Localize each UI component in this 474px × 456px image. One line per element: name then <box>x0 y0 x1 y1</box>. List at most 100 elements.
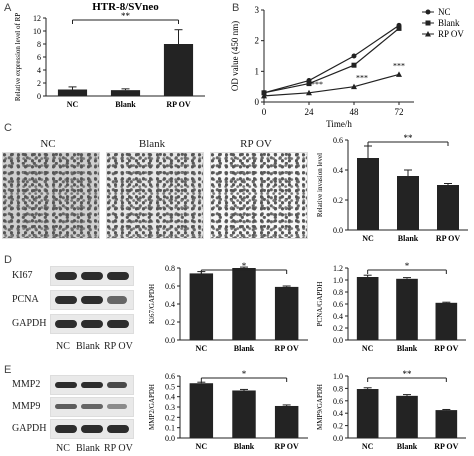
bar-rp-ov <box>163 44 194 96</box>
y-tick-label: 1.0 <box>333 372 343 381</box>
x-tick-label: RP OV <box>275 344 299 353</box>
significance-label: * <box>405 261 410 271</box>
y-tick-label: 0.8 <box>333 384 343 393</box>
lane-label: RP OV <box>104 341 133 352</box>
micrograph-label-blank: Blank <box>138 138 166 150</box>
bar-blank <box>397 176 419 230</box>
bar-blank <box>232 390 256 438</box>
band <box>55 425 77 433</box>
legend-label: RP OV <box>438 29 464 39</box>
data-point <box>261 90 267 96</box>
band <box>81 382 103 388</box>
micrograph-blank <box>106 152 204 239</box>
x-tick-label: 72 <box>395 107 404 117</box>
y-tick-label: 2 <box>37 79 41 88</box>
x-tick-label: Blank <box>234 344 255 353</box>
band <box>107 425 129 433</box>
y-tick-label: 0.6 <box>333 136 343 145</box>
bar-blank <box>110 90 141 96</box>
panel-letter-e: E <box>4 364 12 376</box>
blot-strip-gapdh-e <box>50 419 134 439</box>
y-tick-label: 10 <box>33 27 41 36</box>
data-point <box>351 83 357 90</box>
blot-strip-mmp9 <box>50 397 134 417</box>
blot-label-pcna: PCNA <box>12 294 39 305</box>
data-point <box>306 81 312 87</box>
blot-label-ki67: KI67 <box>12 270 33 281</box>
chart-d2: 0.0 0.2 0.4 0.6 0.8 1.0 1.2 NC Blank RP OV * PCNA/G… <box>316 261 466 353</box>
y-tick-label: 0.0 <box>165 336 175 345</box>
band <box>81 320 103 328</box>
blot-strip-ki67 <box>50 266 134 286</box>
bar-nc <box>356 389 379 438</box>
y-tick-label: 0.8 <box>165 264 175 273</box>
y-tick-label: 0.4 <box>165 393 175 402</box>
significance-label: *** <box>393 61 405 70</box>
y-tick-label: 0.4 <box>333 409 343 418</box>
x-tick-label: NC <box>196 344 208 353</box>
y-tick-label: 0.0 <box>165 434 175 443</box>
y-tick-label: 12 <box>33 14 41 23</box>
data-point <box>396 71 402 77</box>
band <box>81 404 103 409</box>
y-axis-label: Relative invasion level <box>316 153 324 217</box>
band <box>55 382 77 388</box>
y-tick-label: 0.0 <box>333 226 343 235</box>
y-tick-label: 0.6 <box>165 372 175 381</box>
series-line-rp-ov <box>263 73 400 97</box>
y-tick-label: 0.2 <box>333 324 343 333</box>
x-tick-label: 48 <box>350 107 360 117</box>
band <box>55 320 77 328</box>
band <box>107 404 127 409</box>
chart-c: 0.0 0.2 0.4 0.6 NC Blank RP OV ** Relative invas… <box>316 133 468 243</box>
chart-d1: 0.0 0.2 0.4 0.6 0.8 NC Blank RP OV * Ki67/GAPDH <box>148 261 308 353</box>
band <box>55 296 77 304</box>
y-tick-label: 0.0 <box>333 336 343 345</box>
legend-marker <box>425 9 431 15</box>
panel-letter-c: C <box>4 122 12 134</box>
chart-e2: 0.0 0.2 0.4 0.6 0.8 1.0 NC Blank RP OV ** MMP9/GAP… <box>316 369 466 451</box>
significance-label: ** <box>404 133 414 143</box>
chart-b: 0 1 2 3 0 24 48 72 Time/h OD value (450 nm) NCBlan… <box>230 5 464 129</box>
panel-letter-d: D <box>4 254 12 266</box>
significance-label: *** <box>356 74 368 83</box>
blot-label-mmp2: MMP2 <box>12 379 41 390</box>
y-tick-label: 2 <box>255 36 260 46</box>
x-tick-label: RP OV <box>434 442 458 451</box>
x-tick-label: NC <box>67 100 79 109</box>
micrograph-label-rpov: RP OV <box>240 138 272 150</box>
x-tick-label: RP OV <box>436 234 460 243</box>
bar-nc <box>356 277 379 340</box>
x-tick-label: Blank <box>115 100 136 109</box>
band <box>81 296 103 304</box>
y-tick-label: 8 <box>37 40 41 49</box>
band <box>107 296 127 304</box>
y-tick-label: 0.2 <box>333 422 343 431</box>
blot-strip-pcna <box>50 290 134 310</box>
y-tick-label: 0.4 <box>165 300 175 309</box>
data-point <box>306 89 312 96</box>
data-point <box>261 92 267 99</box>
lane-label: RP OV <box>104 443 133 454</box>
lane-label: NC <box>56 443 70 454</box>
y-tick-label: 0.6 <box>333 397 343 406</box>
y-tick-label: 0.6 <box>165 282 175 291</box>
band <box>55 272 77 280</box>
lane-label: NC <box>56 341 70 352</box>
panel-letter-b: B <box>232 2 240 14</box>
blot-label-gapdh-e: GAPDH <box>12 423 47 434</box>
lane-label: Blank <box>76 341 100 352</box>
y-axis-label: Ki67/GAPDH <box>148 284 156 324</box>
y-tick-label: 0.6 <box>333 300 343 309</box>
band <box>107 382 127 388</box>
x-tick-label: RP OV <box>166 100 190 109</box>
bar-blank <box>396 395 418 438</box>
micrograph-rp-ov <box>210 152 308 239</box>
x-tick-label: NC <box>196 442 208 451</box>
legend-marker <box>425 20 431 26</box>
y-tick-label: 4 <box>37 66 41 75</box>
y-tick-label: 0.3 <box>165 403 175 412</box>
blot-strip-mmp2 <box>50 375 134 395</box>
bar-nc <box>57 89 88 96</box>
x-tick-label: Blank <box>398 234 419 243</box>
